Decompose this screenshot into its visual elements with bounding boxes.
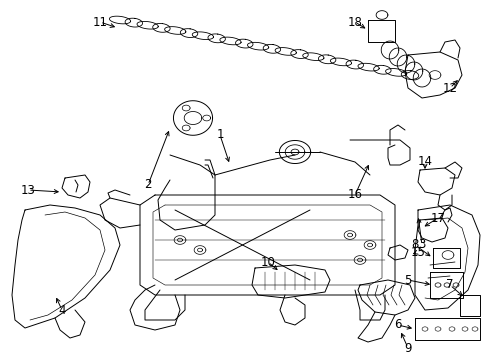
- Text: 1: 1: [216, 129, 224, 141]
- Text: 6: 6: [393, 319, 401, 332]
- Text: 11: 11: [92, 15, 107, 28]
- Text: 8: 8: [410, 239, 418, 252]
- Text: 12: 12: [442, 81, 457, 94]
- Text: 18: 18: [347, 15, 362, 28]
- Text: 4: 4: [58, 303, 65, 316]
- Text: 10: 10: [260, 256, 275, 269]
- Text: 15: 15: [410, 246, 425, 258]
- Text: 9: 9: [404, 342, 411, 355]
- Text: 2: 2: [144, 179, 151, 192]
- Text: 5: 5: [404, 274, 411, 287]
- Text: 17: 17: [429, 211, 445, 225]
- Text: 16: 16: [347, 189, 362, 202]
- Text: 3: 3: [417, 239, 425, 252]
- Text: 14: 14: [417, 156, 431, 168]
- Text: 13: 13: [20, 184, 35, 197]
- Text: 7: 7: [446, 279, 453, 292]
